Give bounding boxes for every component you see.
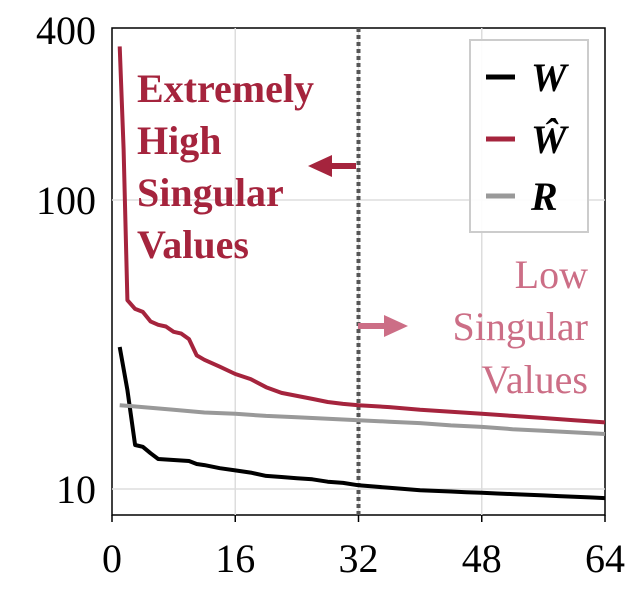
series-line-0 — [117, 346, 606, 501]
x-tick-label-32: 32 — [339, 536, 379, 581]
x-tick-labels: 0 16 32 48 64 — [102, 536, 625, 581]
legend-box — [469, 39, 589, 233]
left-arrow-icon — [308, 155, 356, 177]
annotation-low-line-3: Values — [481, 357, 588, 402]
annotation-high-line-4: Values — [137, 222, 249, 267]
x-tick-label-64: 64 — [585, 536, 625, 581]
annotation-high-line-3: Singular — [137, 170, 284, 215]
legend-label-r: R — [530, 174, 558, 219]
annotation-low-line-1: Low — [515, 252, 588, 297]
x-tick-label-16: 16 — [215, 536, 255, 581]
y-tick-label-100: 100 — [36, 178, 96, 223]
legend-label-w: W — [531, 55, 569, 100]
series-line-1 — [117, 46, 606, 425]
annotation-low: Low Singular Values — [358, 252, 588, 402]
right-arrow-icon — [358, 315, 408, 337]
y-tick-labels: 10 100 400 — [36, 8, 96, 512]
series-lines — [117, 46, 606, 501]
annotation-low-line-2: Singular — [452, 304, 588, 349]
x-tick-marks — [111, 515, 606, 522]
series-line-2 — [119, 403, 606, 436]
annotation-high-line-2: High — [137, 118, 221, 163]
annotation-high: Extremely High Singular Values — [137, 66, 356, 267]
annotation-high-line-1: Extremely — [137, 66, 314, 111]
legend-label-w-hat: Ŵ — [531, 117, 569, 162]
x-tick-label-0: 0 — [102, 536, 122, 581]
y-tick-label-400: 400 — [36, 8, 96, 53]
y-tick-label-10: 10 — [56, 467, 96, 512]
x-tick-label-48: 48 — [462, 536, 502, 581]
legend: W Ŵ R — [469, 39, 589, 233]
